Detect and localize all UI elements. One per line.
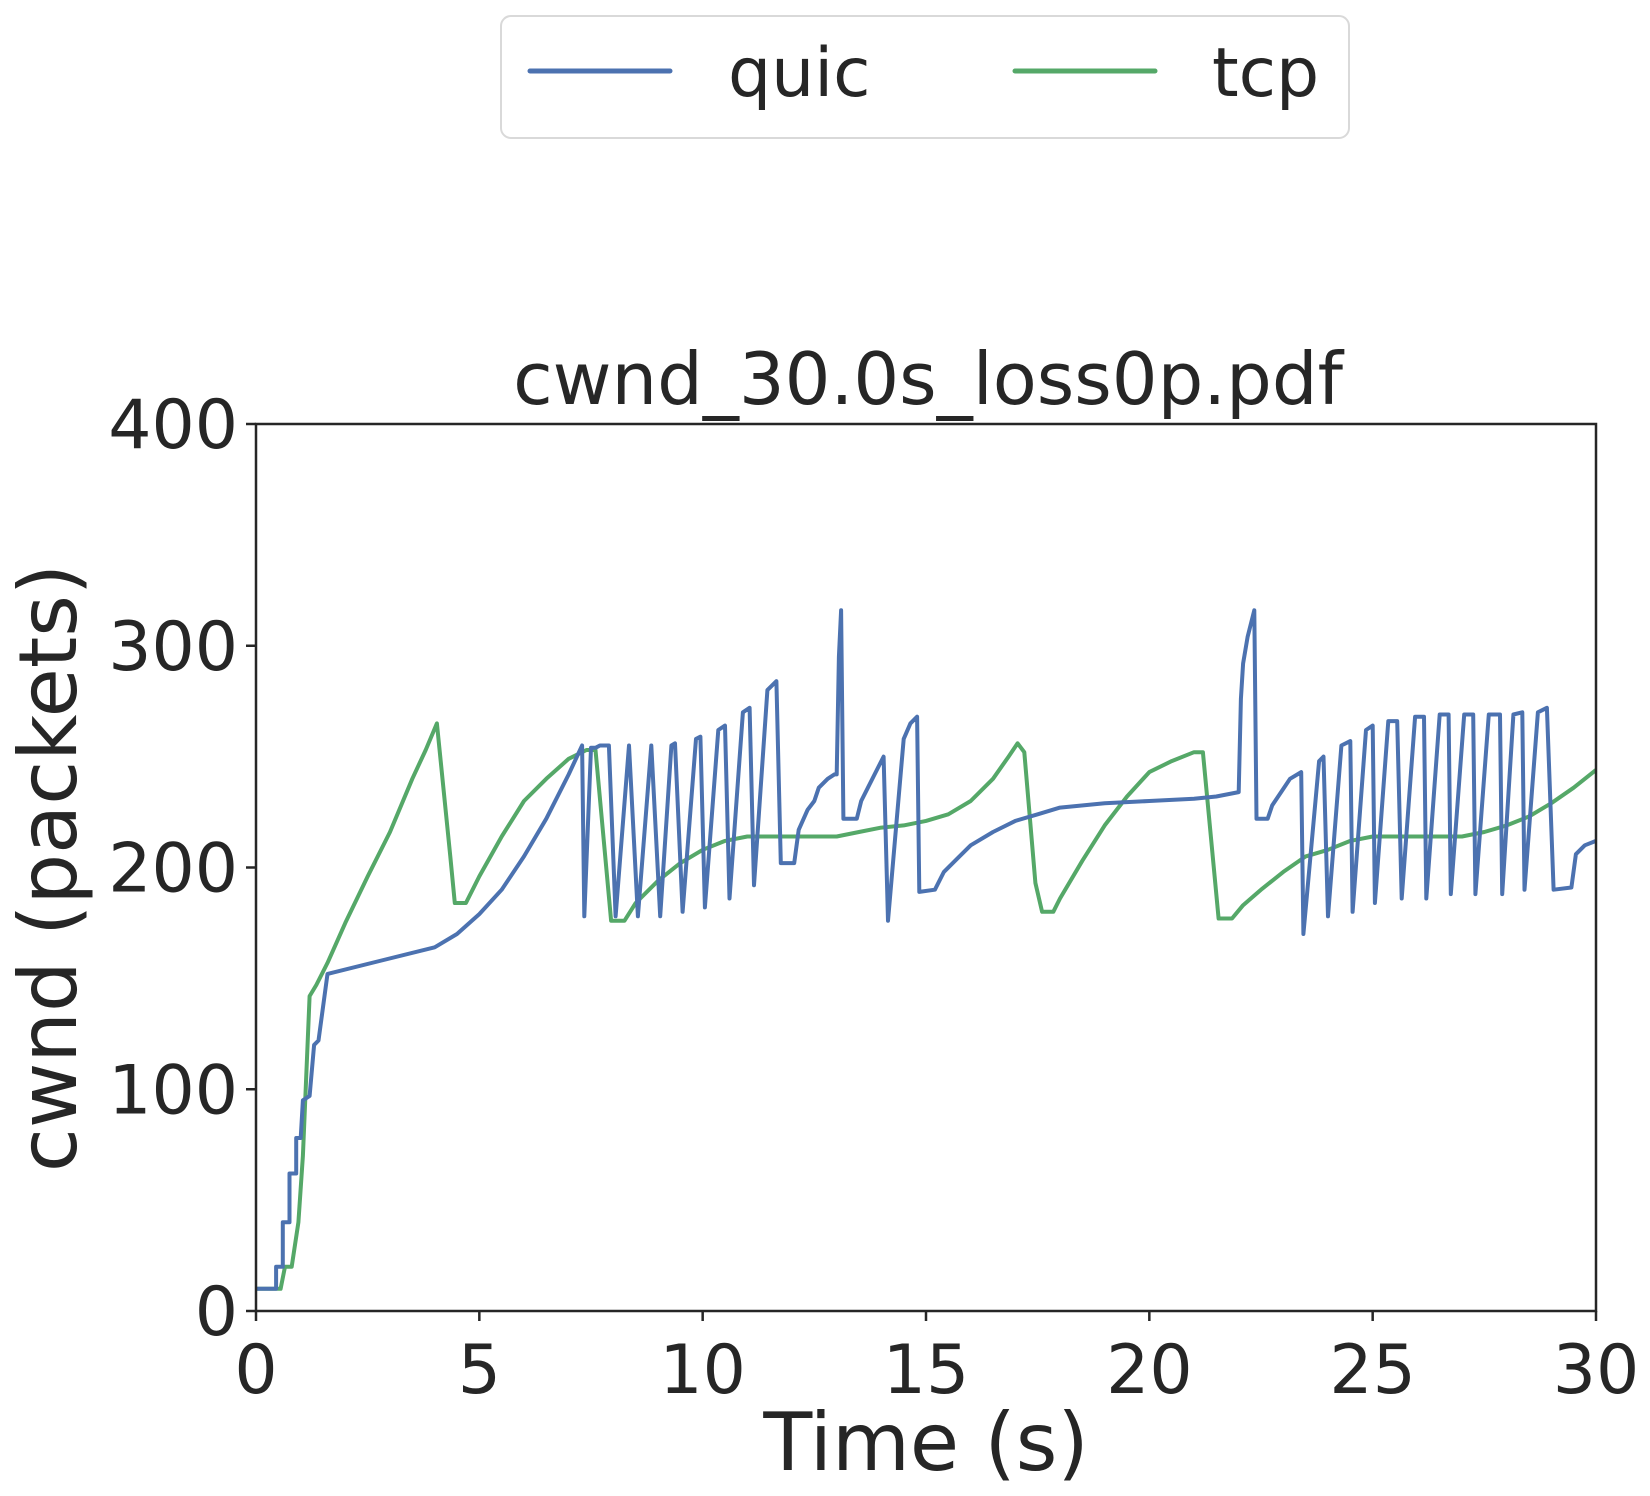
y-tick-label: 200 [108, 830, 238, 909]
legend-box [500, 15, 1350, 139]
y-axis: 0 100 200 300 400 [108, 386, 256, 1352]
x-tick-label: 5 [458, 1331, 501, 1410]
series-line-tcp [256, 721, 1598, 1291]
x-tick-label: 25 [1329, 1331, 1416, 1410]
legend-label-quic: quic [728, 34, 871, 113]
chart-title: cwnd_30.0s_loss0p.pdf [513, 337, 1345, 421]
legend: quic tcp [500, 15, 1350, 139]
y-tick-label: 300 [108, 608, 238, 687]
plot-frame [254, 422, 1598, 1313]
series-layer [256, 608, 1598, 1291]
x-tick-label: 10 [659, 1331, 746, 1410]
series-line-quic [256, 608, 1597, 1291]
x-tick-label: 0 [234, 1331, 277, 1410]
x-tick-label: 20 [1106, 1331, 1193, 1410]
x-axis-title: Time (s) [762, 1396, 1088, 1489]
y-tick-label: 0 [195, 1273, 238, 1352]
x-axis: 0 5 10 15 20 25 30 [234, 1311, 1639, 1410]
y-tick-label: 400 [108, 386, 238, 465]
x-tick-label: 15 [883, 1331, 970, 1410]
legend-label-tcp: tcp [1212, 34, 1319, 113]
y-axis-title: cwnd (packets) [2, 564, 95, 1172]
y-tick-label: 100 [108, 1051, 238, 1130]
x-tick-label: 30 [1553, 1331, 1640, 1410]
